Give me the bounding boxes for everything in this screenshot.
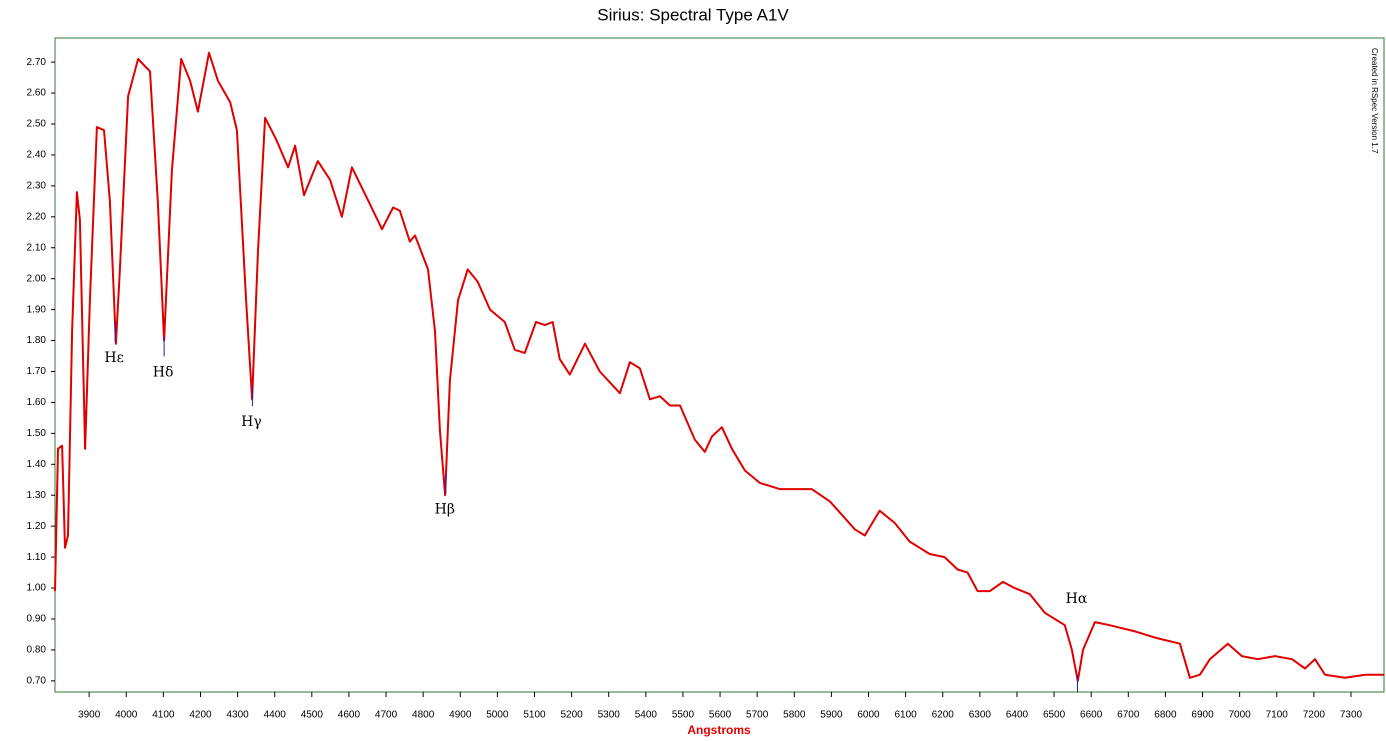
y-tick-label: 1.70	[27, 366, 47, 377]
y-tick-label: 2.50	[27, 119, 47, 130]
x-tick-label: 6900	[1191, 710, 1214, 721]
line-label: Hα	[1066, 591, 1088, 607]
x-tick-label: 7300	[1340, 710, 1363, 721]
x-tick-label: 6000	[857, 710, 880, 721]
x-tick-label: 7100	[1266, 710, 1289, 721]
line-label: Hε	[104, 350, 123, 366]
x-axis-label: Angstroms	[687, 723, 751, 737]
x-tick-label: 5800	[783, 710, 806, 721]
x-tick-label: 4000	[115, 710, 138, 721]
x-tick-label: 4600	[338, 710, 361, 721]
x-tick-label: 6400	[1006, 710, 1029, 721]
x-tick-label: 6500	[1043, 710, 1066, 721]
chart-title: Sirius: Spectral Type A1V	[597, 5, 789, 24]
y-tick-label: 2.70	[27, 57, 47, 68]
x-tick-label: 6600	[1080, 710, 1103, 721]
x-tick-label: 6800	[1154, 710, 1177, 721]
x-tick-label: 5200	[560, 710, 583, 721]
x-tick-label: 5000	[486, 710, 509, 721]
y-tick-label: 2.00	[27, 273, 47, 284]
line-label: Hγ	[241, 414, 262, 430]
x-tick-label: 4300	[226, 710, 249, 721]
y-tick-label: 1.30	[27, 490, 47, 501]
y-tick-label: 1.20	[27, 521, 47, 532]
x-tick-label: 5600	[709, 710, 732, 721]
y-tick-label: 0.70	[27, 676, 47, 687]
x-tick-label: 5100	[523, 710, 546, 721]
x-tick-label: 5300	[598, 710, 621, 721]
x-tick-label: 6300	[969, 710, 992, 721]
x-tick-label: 6100	[894, 710, 917, 721]
x-tick-label: 4800	[412, 710, 435, 721]
x-tick-label: 3900	[78, 710, 101, 721]
line-label: Hβ	[435, 502, 455, 518]
spectrum-line	[54, 51, 1384, 682]
x-tick-label: 4900	[449, 710, 472, 721]
y-tick-label: 1.10	[27, 552, 47, 563]
y-tick-label: 2.20	[27, 211, 47, 222]
x-tick-label: 4200	[189, 710, 212, 721]
x-tick-label: 7000	[1229, 710, 1252, 721]
y-tick-label: 1.90	[27, 304, 47, 315]
y-tick-label: 0.90	[27, 614, 47, 625]
x-tick-label: 4100	[152, 710, 175, 721]
x-tick-label: 7200	[1303, 710, 1326, 721]
x-tick-label: 4500	[301, 710, 324, 721]
x-tick-label: 6200	[932, 710, 955, 721]
x-tick-label: 4400	[264, 710, 287, 721]
x-tick-label: 5700	[746, 710, 769, 721]
x-tick-label: 5400	[635, 710, 658, 721]
y-tick-label: 2.30	[27, 181, 47, 192]
y-tick-label: 2.60	[27, 88, 47, 99]
y-tick-label: 1.50	[27, 428, 47, 439]
x-tick-label: 6700	[1117, 710, 1140, 721]
line-label: Hδ	[153, 365, 174, 381]
x-tick-label: 4700	[375, 710, 398, 721]
side-note: Created in RSpec Version 1.7	[1370, 48, 1379, 154]
y-tick-label: 1.80	[27, 335, 47, 346]
y-tick-label: 1.60	[27, 397, 47, 408]
y-tick-label: 0.80	[27, 645, 47, 656]
plot-frame	[54, 37, 1385, 693]
y-tick-label: 2.40	[27, 150, 47, 161]
x-tick-label: 5500	[672, 710, 695, 721]
x-tick-label: 5900	[820, 710, 843, 721]
y-tick-label: 1.40	[27, 459, 47, 470]
y-tick-label: 1.00	[27, 583, 47, 594]
y-tick-label: 2.10	[27, 242, 47, 253]
